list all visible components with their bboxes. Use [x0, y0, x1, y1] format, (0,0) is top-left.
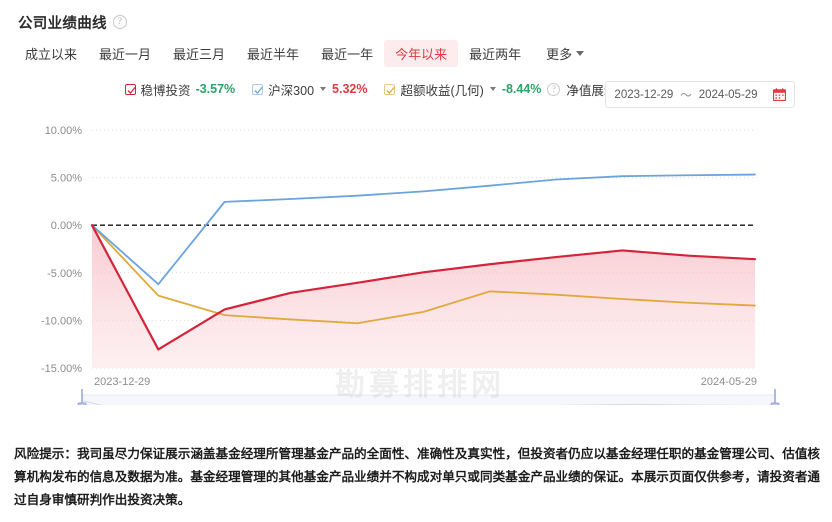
page-header: 公司业绩曲线 ?: [0, 0, 832, 34]
legend-value-hs300: 5.32%: [332, 82, 368, 96]
y-axis-tick-label: -15.00%: [41, 363, 82, 375]
legend-label-excess-return: 超额收益(几何): [400, 83, 484, 98]
tab-last-month[interactable]: 最近一月: [99, 46, 152, 62]
y-axis-tick-label: -10.00%: [41, 315, 82, 327]
series-line-hs300: [91, 173, 756, 286]
area-fill-wenbo: [92, 225, 755, 368]
legend-label-hs300: 沪深300: [268, 83, 315, 98]
chevron-down-icon: [576, 50, 585, 56]
tab-last-3-months[interactable]: 最近三月: [173, 46, 226, 62]
y-axis-tick-label: -5.00%: [47, 268, 82, 280]
tab-year-to-date[interactable]: 今年以来: [384, 39, 459, 67]
tab-last-year[interactable]: 最近一年: [321, 46, 374, 62]
more-tabs-label: 更多: [546, 46, 573, 62]
calendar-icon: [772, 88, 786, 102]
checkbox-checked-icon[interactable]: [252, 83, 264, 95]
tab-since-inception[interactable]: 成立以来: [25, 46, 78, 62]
datazoom-handle-left[interactable]: [77, 402, 87, 405]
checkbox-checked-icon[interactable]: [384, 83, 396, 95]
datazoom-handle-right[interactable]: [770, 402, 780, 405]
performance-chart: 10.00% 5.00% 0.00% -5.00% -10.00% -15.00% 2023…: [0, 105, 832, 405]
chevron-down-icon[interactable]: [489, 87, 496, 91]
series-line-wenbo: [90, 224, 757, 351]
legend-value-wenbo: -3.57%: [195, 82, 236, 96]
legend-label-wenbo: 稳博投资: [140, 83, 191, 98]
date-range-end: 2024-05-29: [698, 88, 758, 101]
date-range-start: 2023-12-29: [614, 88, 674, 101]
datazoom-preview-line: [83, 400, 760, 405]
legend-item-wenbo[interactable]: 稳博投资 -3.57%: [124, 80, 236, 99]
tab-last-2-years[interactable]: 最近两年: [469, 46, 522, 62]
more-tabs-dropdown[interactable]: 更多: [532, 40, 594, 67]
legend-value-excess-return: -8.44%: [501, 82, 542, 96]
risk-disclaimer: 风险提示：我司虽尽力保证展示涵盖基金经理所管理基金产品的全面性、准确性及真实性，…: [14, 447, 820, 507]
y-axis-tick-label: 10.00%: [45, 125, 83, 137]
y-axis-tick-label: 0.00%: [51, 220, 82, 232]
legend-item-excess-return[interactable]: 超额收益(几何) -8.44%: [384, 80, 541, 99]
x-axis-label-start: 2023-12-29: [94, 376, 150, 388]
y-axis-tick-label: 5.00%: [51, 173, 82, 185]
period-tabs: 成立以来 最近一月 最近三月 最近半年 最近一年 今年以来 最近两年 更多 20…: [0, 34, 832, 108]
legend-help-icon[interactable]: ?: [547, 82, 561, 96]
checkbox-checked-icon[interactable]: [124, 83, 136, 95]
series-line-excess-return: [91, 224, 756, 325]
x-axis-label-end: 2024-05-29: [701, 376, 757, 388]
date-range-picker[interactable]: 2023-12-29 ～ 2024-05-29: [605, 81, 795, 108]
help-icon[interactable]: ?: [112, 15, 127, 29]
page-title: 公司业绩曲线: [18, 15, 107, 32]
performance-chart-svg[interactable]: 10.00% 5.00% 0.00% -5.00% -10.00% -15.00% 2023…: [0, 105, 832, 405]
legend-item-hs300[interactable]: 沪深300 5.32%: [252, 80, 367, 99]
chevron-down-icon[interactable]: [320, 87, 327, 91]
datazoom-track: [81, 394, 776, 405]
tab-last-half-year[interactable]: 最近半年: [247, 46, 300, 62]
date-range-separator: ～: [680, 89, 692, 102]
